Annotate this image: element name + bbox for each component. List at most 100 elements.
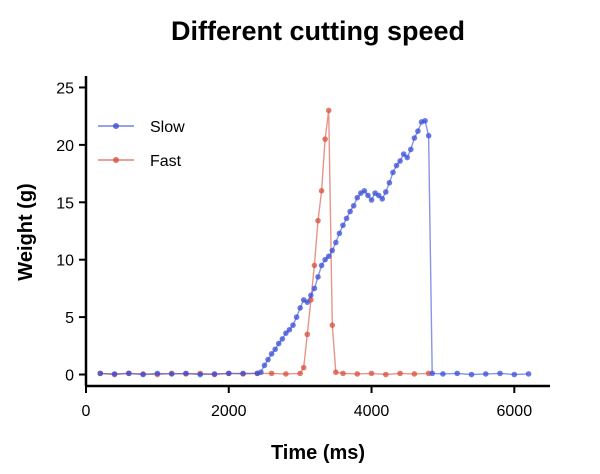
y-tick-label: 0 <box>65 368 74 385</box>
data-point-fast <box>325 107 332 114</box>
data-point-slow <box>258 369 264 376</box>
x-tick-label: 4000 <box>354 403 390 420</box>
data-point-slow <box>325 253 332 260</box>
data-point-slow <box>197 371 204 378</box>
data-point-fast <box>300 364 307 371</box>
data-point-slow <box>275 340 282 347</box>
data-point-slow <box>283 330 289 336</box>
data-point-slow <box>318 262 325 269</box>
data-point-slow <box>425 132 432 139</box>
data-point-slow <box>375 192 382 199</box>
data-point-slow <box>368 197 375 203</box>
data-point-slow <box>343 215 350 222</box>
data-point-slow <box>297 305 303 311</box>
data-point-slow <box>126 370 132 377</box>
data-point-fast <box>411 371 418 377</box>
data-point-slow <box>397 158 403 164</box>
data-point-slow <box>379 196 386 202</box>
data-point-slow <box>168 371 175 377</box>
data-point-slow <box>365 192 371 199</box>
chart-title: Different cutting speed <box>171 16 465 46</box>
data-point-slow <box>261 362 268 369</box>
data-point-slow <box>329 247 336 254</box>
axes: 0 5 10 15 20 25 0 2000 4000 6000 <box>56 76 550 420</box>
series-line-fast <box>100 110 429 376</box>
data-point-slow <box>404 154 411 161</box>
data-point-fast <box>354 371 361 377</box>
data-point-slow <box>383 189 389 195</box>
y-axis-label: Weight (g) <box>15 183 37 280</box>
data-point-slow <box>311 285 318 292</box>
data-point-slow <box>304 299 311 305</box>
data-point-fast <box>311 262 318 269</box>
y-tick-label: 10 <box>56 253 74 270</box>
data-point-slow <box>400 151 407 157</box>
data-point-fast <box>315 217 321 224</box>
data-point-slow <box>497 370 503 377</box>
legend-label-fast: Fast <box>150 153 182 170</box>
legend-label-slow: Slow <box>150 119 185 136</box>
data-point-slow <box>525 371 532 377</box>
data-point-slow <box>386 179 393 186</box>
data-point-slow <box>279 336 286 342</box>
data-point-slow <box>429 370 436 377</box>
data-point-fast <box>340 370 346 377</box>
data-point-slow <box>361 188 368 194</box>
data-point-slow <box>511 371 518 378</box>
data-point-slow <box>293 314 300 320</box>
data-point-slow <box>422 117 428 124</box>
data-point-slow <box>308 292 314 299</box>
data-point-slow <box>390 169 396 176</box>
data-point-fast <box>322 136 328 142</box>
series-fast <box>97 107 432 378</box>
legend-marker-slow <box>113 123 119 129</box>
data-point-slow <box>183 370 189 377</box>
series-layer <box>97 107 532 378</box>
data-point-slow <box>350 202 357 209</box>
data-point-slow <box>347 208 353 215</box>
y-tick-label: 15 <box>56 195 74 212</box>
data-point-slow <box>290 322 296 328</box>
data-point-slow <box>440 371 446 377</box>
data-point-fast <box>329 322 336 328</box>
data-point-slow <box>315 274 321 280</box>
x-tick-label: 0 <box>82 403 91 420</box>
y-tick-label: 5 <box>65 310 74 327</box>
data-point-slow <box>393 162 400 169</box>
data-point-fast <box>318 188 325 194</box>
data-point-slow <box>154 370 161 377</box>
data-point-slow <box>354 194 361 201</box>
x-tick-label: 2000 <box>211 403 247 420</box>
data-point-fast <box>304 331 311 338</box>
data-point-slow <box>140 371 146 378</box>
series-slow <box>97 117 532 378</box>
x-axis-label: Time (ms) <box>271 442 365 464</box>
data-point-slow <box>336 230 343 237</box>
data-point-slow <box>286 326 293 333</box>
data-point-slow <box>415 128 421 134</box>
data-point-slow <box>211 371 218 377</box>
data-point-slow <box>240 370 246 377</box>
data-point-fast <box>333 369 339 376</box>
data-point-fast <box>297 370 303 377</box>
data-point-slow <box>225 370 232 377</box>
data-point-slow <box>340 222 346 229</box>
y-tick-label: 20 <box>56 138 74 155</box>
data-point-slow <box>408 146 414 153</box>
data-point-slow <box>411 135 418 141</box>
data-point-fast <box>268 370 275 377</box>
data-point-slow <box>333 239 339 246</box>
legend-marker-fast <box>113 157 119 163</box>
data-point-slow <box>272 346 278 353</box>
data-point-slow <box>454 370 461 377</box>
legend: Slow Fast <box>98 119 185 170</box>
data-point-slow <box>322 256 328 263</box>
data-point-slow <box>482 371 489 377</box>
data-point-fast <box>283 371 289 377</box>
data-point-fast <box>368 370 375 377</box>
data-point-slow <box>268 351 275 357</box>
data-point-slow <box>468 371 475 378</box>
x-tick-label: 6000 <box>497 403 533 420</box>
y-tick-label: 25 <box>56 80 74 97</box>
